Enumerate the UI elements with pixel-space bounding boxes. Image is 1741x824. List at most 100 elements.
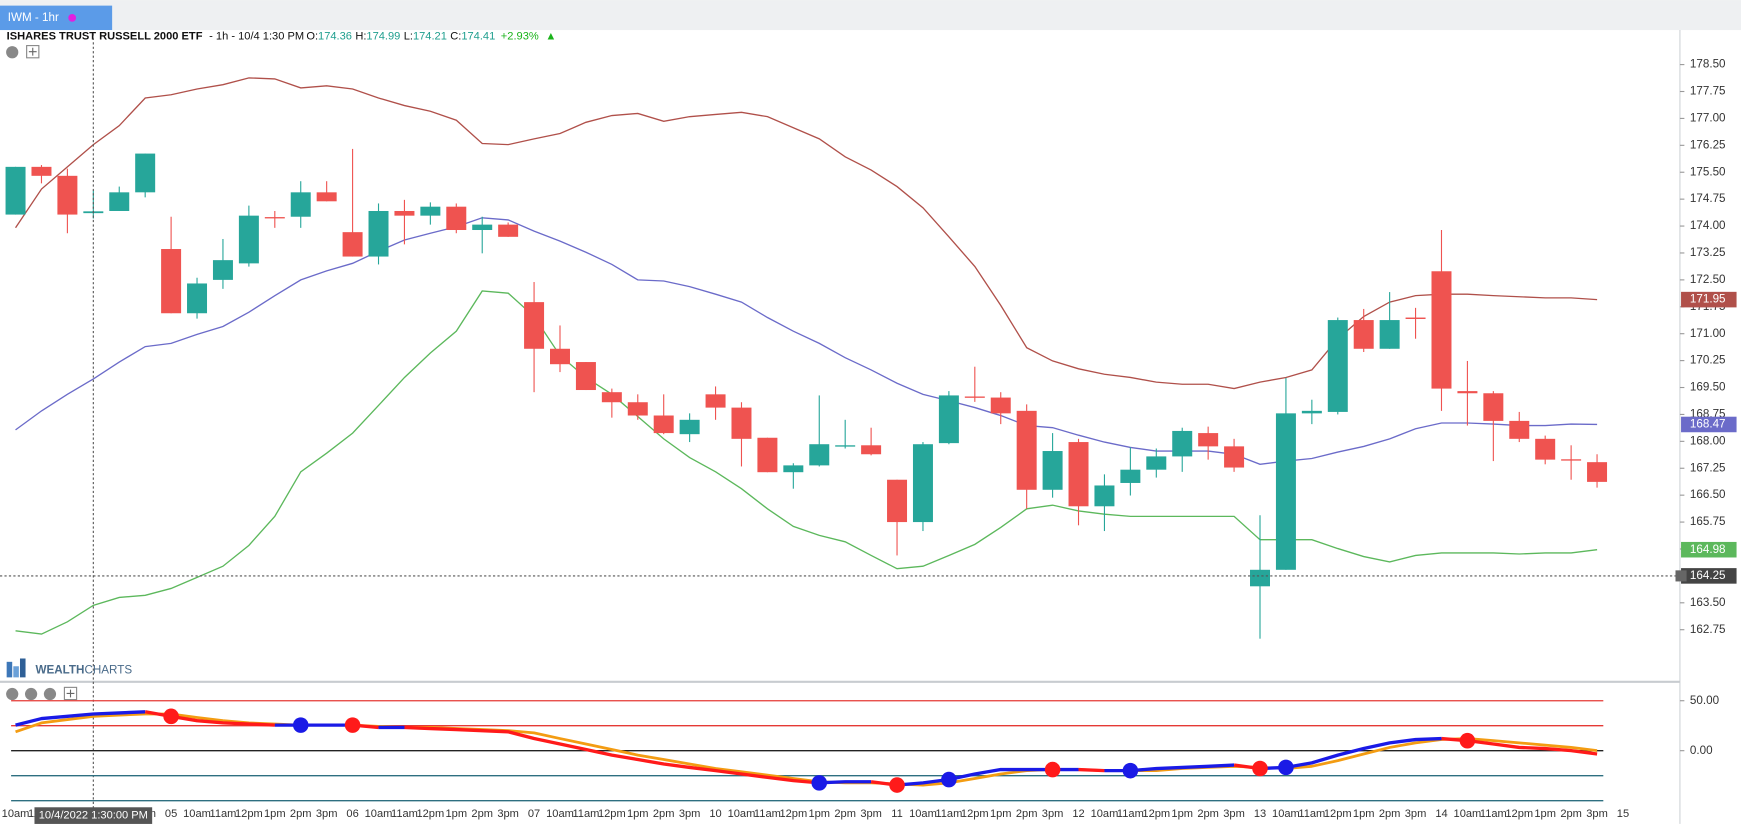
x-tick-label: 1pm <box>1534 808 1556 820</box>
brand-part: CHARTS <box>84 664 132 677</box>
y-tick-label: 174.75 <box>1690 192 1726 205</box>
open-value: 174.36 <box>318 31 352 43</box>
x-tick-label: 12pm <box>1324 808 1352 820</box>
crosshair-price-label: 164.25 <box>1690 569 1726 582</box>
candle-body <box>1301 410 1322 414</box>
candle-body <box>420 206 441 216</box>
y-tick-label: 169.50 <box>1690 381 1726 394</box>
y-tick-label: 177.00 <box>1690 111 1726 124</box>
x-tick-label: 10am <box>183 808 211 820</box>
candle-body <box>1353 320 1374 349</box>
candle-body <box>1094 485 1115 507</box>
candle-body <box>783 465 804 473</box>
candle-body <box>1068 442 1089 507</box>
x-tick-label: 2pm <box>653 808 675 820</box>
signal-dot <box>292 717 309 733</box>
candle-body <box>912 444 933 523</box>
x-tick-label: 05 <box>165 808 177 820</box>
candle-body <box>472 224 493 231</box>
x-tick-label: 10am <box>1091 808 1119 820</box>
hide-icon[interactable] <box>6 687 19 701</box>
indicator-toolbar <box>6 686 78 701</box>
tab-title[interactable]: IWM - 1hr <box>8 11 59 24</box>
crosshair-date-box <box>34 807 153 824</box>
x-tick-label: 12pm <box>598 808 626 820</box>
x-tick-label: 11am <box>391 808 418 820</box>
candle-body <box>5 166 26 215</box>
hide-icon[interactable] <box>6 46 19 59</box>
candle-body <box>316 192 337 202</box>
y-tick-label: 171.00 <box>1690 327 1726 340</box>
low-value: 174.21 <box>413 31 447 43</box>
crosshair-add-button <box>1675 570 1687 582</box>
x-tick-label: 3pm <box>860 808 882 820</box>
candle-body <box>1509 420 1530 439</box>
x-tick-label: 15 <box>1617 808 1629 820</box>
signal-dot <box>811 775 828 791</box>
logo-bar <box>13 666 19 678</box>
y-tick-label: 178.50 <box>1690 58 1726 71</box>
candle-body <box>835 445 856 447</box>
logo-bar <box>6 661 13 678</box>
tab-bar <box>0 0 1741 31</box>
candle-body <box>212 260 233 280</box>
y-tick-label: 170.25 <box>1690 354 1726 367</box>
candle-body <box>1224 446 1245 468</box>
x-tick-label: 12pm <box>1505 808 1533 820</box>
candle-body <box>809 444 830 466</box>
candle-body <box>446 206 467 231</box>
x-tick-label: 10am <box>546 808 574 820</box>
y-tick-label: 162.75 <box>1690 623 1726 636</box>
x-tick-label: 10 <box>709 808 721 820</box>
candle-body <box>368 210 389 257</box>
x-tick-label: 11 <box>891 808 903 820</box>
x-tick-label: 3pm <box>1042 808 1064 820</box>
candle-body <box>1146 456 1167 470</box>
chart-tab[interactable] <box>0 5 113 31</box>
y-tick-label: 176.25 <box>1690 138 1726 151</box>
last-value-label: 164.98 <box>1690 543 1726 556</box>
x-tick-label: 11am <box>209 808 236 820</box>
x-tick-label: 1pm <box>1353 808 1375 820</box>
candle-body <box>524 302 545 349</box>
candle-body <box>990 397 1011 414</box>
signal-dot <box>163 708 179 725</box>
x-tick-label: 11am <box>572 808 599 820</box>
y-tick-label: 165.75 <box>1690 515 1726 528</box>
candle-body <box>394 210 415 216</box>
x-tick-label: 1pm <box>627 808 649 820</box>
x-tick-label: 3pm <box>1586 808 1608 820</box>
symbol-name: ISHARES TRUST RUSSELL 2000 ETF <box>7 31 203 43</box>
x-tick-label: 13 <box>1254 808 1266 820</box>
candle-body <box>187 283 208 314</box>
x-tick-label: 3pm <box>316 808 338 820</box>
x-tick-label: 10am <box>728 808 756 820</box>
add-icon-glyph <box>28 47 37 56</box>
x-tick-label: 11am <box>1117 808 1144 820</box>
x-tick-label: 1pm <box>264 808 286 820</box>
x-tick-label: 3pm <box>679 808 701 820</box>
signal-dot <box>1122 762 1139 779</box>
x-tick-label: 14 <box>1435 808 1447 820</box>
chart-header: ISHARES TRUST RUSSELL 2000 ETF - 1h - 10/… <box>7 31 557 43</box>
x-tick-label: 12pm <box>1142 808 1170 820</box>
last-value-label: 168.47 <box>1690 418 1726 431</box>
y-tick-label: 174.00 <box>1690 219 1726 232</box>
y-tick-label: 168.00 <box>1690 434 1726 447</box>
up-icon[interactable] <box>43 687 57 701</box>
candle-body <box>342 232 363 257</box>
change-value: +2.93% <box>501 31 539 43</box>
candle-body <box>731 407 752 439</box>
candle-body <box>550 348 570 365</box>
candle-body <box>1431 271 1452 389</box>
signal-dot <box>344 717 361 733</box>
down-icon[interactable] <box>24 687 38 701</box>
signal-dot <box>941 771 957 788</box>
candle-body <box>1042 451 1063 490</box>
candle-body <box>1587 462 1608 482</box>
x-tick-label: 12 <box>1072 808 1084 820</box>
last-value-label: 171.95 <box>1690 293 1726 306</box>
candle-body <box>1405 317 1426 319</box>
signal-dot <box>1252 760 1268 777</box>
